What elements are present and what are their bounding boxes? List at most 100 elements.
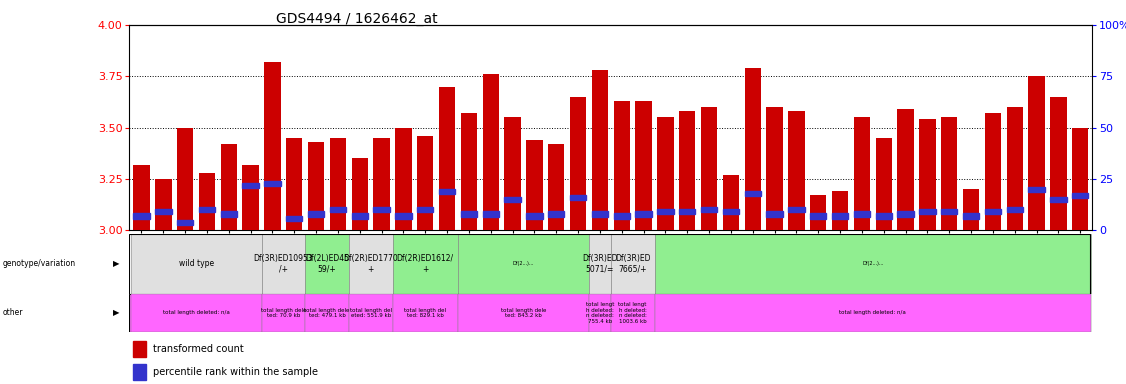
Text: total length del
eted: 551.9 kb: total length del eted: 551.9 kb: [350, 308, 392, 318]
Bar: [548, 212, 564, 217]
Text: Df(3R)ED10953
/+: Df(3R)ED10953 /+: [253, 254, 313, 274]
Bar: [458, 234, 589, 294]
Bar: [654, 234, 1091, 294]
Bar: [504, 197, 521, 202]
Bar: [700, 107, 717, 230]
Bar: [504, 118, 521, 230]
Bar: [788, 207, 805, 212]
Text: ▶: ▶: [113, 308, 119, 318]
Bar: [265, 180, 280, 186]
Text: total length deleted: n/a: total length deleted: n/a: [162, 310, 230, 316]
Bar: [1007, 207, 1022, 212]
Bar: [832, 191, 848, 230]
Bar: [832, 214, 848, 218]
Bar: [1051, 197, 1066, 202]
Bar: [897, 212, 914, 217]
Bar: [261, 234, 305, 294]
Bar: [985, 113, 1001, 230]
Bar: [458, 294, 589, 332]
Bar: [744, 68, 761, 230]
Bar: [1051, 97, 1066, 230]
Bar: [610, 294, 654, 332]
Bar: [526, 214, 543, 218]
Bar: [177, 127, 194, 230]
Bar: [374, 138, 390, 230]
Bar: [131, 234, 261, 294]
Bar: [461, 212, 477, 217]
Bar: [177, 220, 194, 225]
Bar: [1028, 76, 1045, 230]
Text: Df(3R)ED
5071/=: Df(3R)ED 5071/=: [582, 254, 618, 274]
Bar: [417, 207, 434, 212]
Bar: [133, 165, 150, 230]
Bar: [654, 294, 1091, 332]
Bar: [305, 294, 349, 332]
Bar: [1007, 107, 1022, 230]
Bar: [723, 175, 739, 230]
Bar: [679, 209, 696, 215]
Bar: [876, 214, 892, 218]
Bar: [1072, 127, 1089, 230]
Text: total length dele
ted: 70.9 kb: total length dele ted: 70.9 kb: [261, 308, 306, 318]
Text: genotype/variation: genotype/variation: [2, 260, 75, 268]
Bar: [919, 209, 936, 215]
Bar: [265, 62, 280, 230]
Bar: [393, 234, 458, 294]
Bar: [155, 209, 171, 215]
Text: Df(2R)ED1770
+: Df(2R)ED1770 +: [343, 254, 399, 274]
Bar: [963, 214, 980, 218]
Bar: [854, 212, 870, 217]
Bar: [393, 294, 458, 332]
Bar: [221, 144, 236, 230]
Bar: [854, 118, 870, 230]
Bar: [941, 118, 957, 230]
Bar: [242, 165, 259, 230]
Bar: [1028, 187, 1045, 192]
Bar: [941, 209, 957, 215]
Bar: [919, 119, 936, 230]
Text: ▶: ▶: [113, 260, 119, 268]
Bar: [614, 101, 629, 230]
Bar: [133, 214, 150, 218]
Bar: [199, 207, 215, 212]
Bar: [133, 364, 146, 380]
Bar: [349, 234, 393, 294]
Text: wild type: wild type: [179, 260, 214, 268]
Text: Df(3R)ED
7665/+: Df(3R)ED 7665/+: [615, 254, 651, 274]
Bar: [876, 138, 892, 230]
Text: total lengt
h deleted:
n deleted:
1003.6 kb: total lengt h deleted: n deleted: 1003.6…: [618, 302, 646, 324]
Bar: [985, 209, 1001, 215]
Bar: [305, 234, 349, 294]
Bar: [767, 212, 783, 217]
Text: Df(2R)ED1612/
+: Df(2R)ED1612/ +: [396, 254, 454, 274]
Bar: [614, 214, 629, 218]
Bar: [351, 159, 368, 230]
Bar: [610, 234, 654, 294]
Bar: [810, 214, 826, 218]
Bar: [810, 195, 826, 230]
Bar: [589, 234, 611, 294]
Bar: [286, 138, 303, 230]
Text: total lengt
h deleted:
n deleted:
755.4 kb: total lengt h deleted: n deleted: 755.4 …: [586, 302, 614, 324]
Bar: [286, 215, 303, 221]
Bar: [131, 294, 261, 332]
Bar: [635, 212, 652, 217]
Bar: [242, 183, 259, 188]
Bar: [679, 111, 696, 230]
Bar: [133, 341, 146, 357]
Bar: [570, 97, 587, 230]
Bar: [1072, 193, 1089, 198]
Bar: [199, 173, 215, 230]
Text: other: other: [2, 308, 23, 318]
Bar: [658, 209, 673, 215]
Bar: [349, 294, 393, 332]
Bar: [439, 189, 455, 194]
Bar: [744, 191, 761, 196]
Text: GDS4494 / 1626462_at: GDS4494 / 1626462_at: [276, 12, 438, 25]
Text: Df(2...)...: Df(2...)...: [863, 262, 884, 266]
Bar: [788, 111, 805, 230]
Bar: [570, 195, 587, 200]
Bar: [439, 87, 455, 230]
Bar: [307, 142, 324, 230]
Text: total length deleted: n/a: total length deleted: n/a: [839, 310, 906, 316]
